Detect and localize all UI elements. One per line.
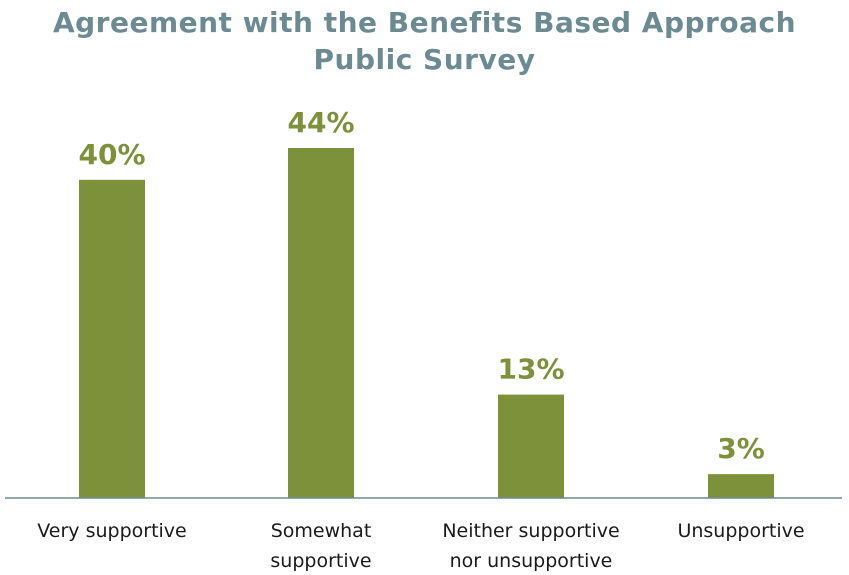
- chart-subtitle: Public Survey: [313, 43, 536, 76]
- data-label: 44%: [287, 106, 354, 139]
- category-label-line: Somewhat: [271, 520, 372, 542]
- bar: [498, 394, 564, 498]
- data-label: 40%: [78, 138, 145, 171]
- category-label-line: Neither supportive: [442, 520, 619, 542]
- chart-title: Agreement with the Benefits Based Approa…: [52, 6, 797, 39]
- category-label-line: supportive: [270, 550, 371, 572]
- category-label-line: Very supportive: [37, 520, 186, 542]
- category-label: Very supportive: [37, 520, 186, 542]
- bars-group: 40% 44% 13% 3%: [78, 106, 774, 498]
- bar: [79, 179, 145, 498]
- category-label: Unsupportive: [677, 520, 804, 542]
- category-labels-group: Very supportive Somewhat supportive Neither…: [37, 520, 804, 572]
- bar: [708, 474, 774, 498]
- data-label: 13%: [497, 353, 564, 386]
- category-label: Somewhat supportive: [270, 520, 371, 572]
- chart-title-block: Agreement with the Benefits Based Approa…: [0, 4, 849, 78]
- data-label: 3%: [717, 432, 765, 465]
- category-label-line: nor unsupportive: [450, 550, 613, 572]
- category-label: Neither supportive nor unsupportive: [442, 520, 619, 572]
- category-label-line: Unsupportive: [677, 520, 804, 542]
- bar: [288, 148, 354, 498]
